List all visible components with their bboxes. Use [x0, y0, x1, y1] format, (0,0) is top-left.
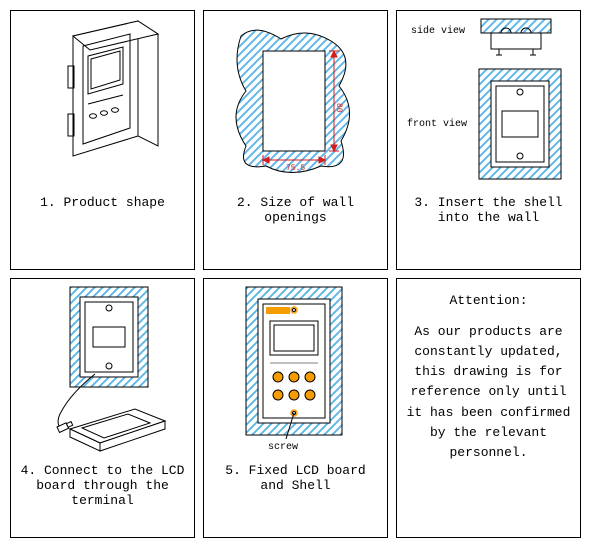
panel-attention: Attention: As our products are constantl…: [396, 278, 581, 538]
figure-insert-shell: side view front view: [397, 11, 580, 191]
panel-wall-opening-size: 80 75.5 2. Size of wall openings: [203, 10, 388, 270]
caption-2: 2. Size of wall openings: [204, 191, 387, 269]
label-front-view: front view: [407, 118, 467, 130]
attention-title: Attention:: [449, 293, 527, 308]
figure-fixed-lcd: screw: [204, 279, 387, 459]
panel-insert-shell: side view front view 3. Insert the shell: [396, 10, 581, 270]
label-screw: screw: [268, 442, 298, 453]
caption-3: 3. Insert the shell into the wall: [397, 191, 580, 269]
figure-connect-lcd: [11, 279, 194, 459]
caption-1: 1. Product shape: [11, 191, 194, 269]
installation-steps-grid: 1. Product shape: [10, 10, 585, 538]
attention-body: As our products are constantly updated, …: [405, 322, 572, 463]
panel-product-shape: 1. Product shape: [10, 10, 195, 270]
label-side-view: side view: [411, 25, 465, 37]
dim-height-label: 80: [334, 103, 343, 113]
figure-wall-opening: 80 75.5: [204, 11, 387, 191]
caption-4: 4. Connect to the LCD board through the …: [11, 459, 194, 537]
panel-fixed-lcd: screw 5. Fixed LCD board and Shell: [203, 278, 388, 538]
figure-product-shape: [11, 11, 194, 191]
panel-connect-lcd: 4. Connect to the LCD board through the …: [10, 278, 195, 538]
dim-width-label: 75.5: [286, 164, 305, 173]
caption-5: 5. Fixed LCD board and Shell: [204, 459, 387, 537]
